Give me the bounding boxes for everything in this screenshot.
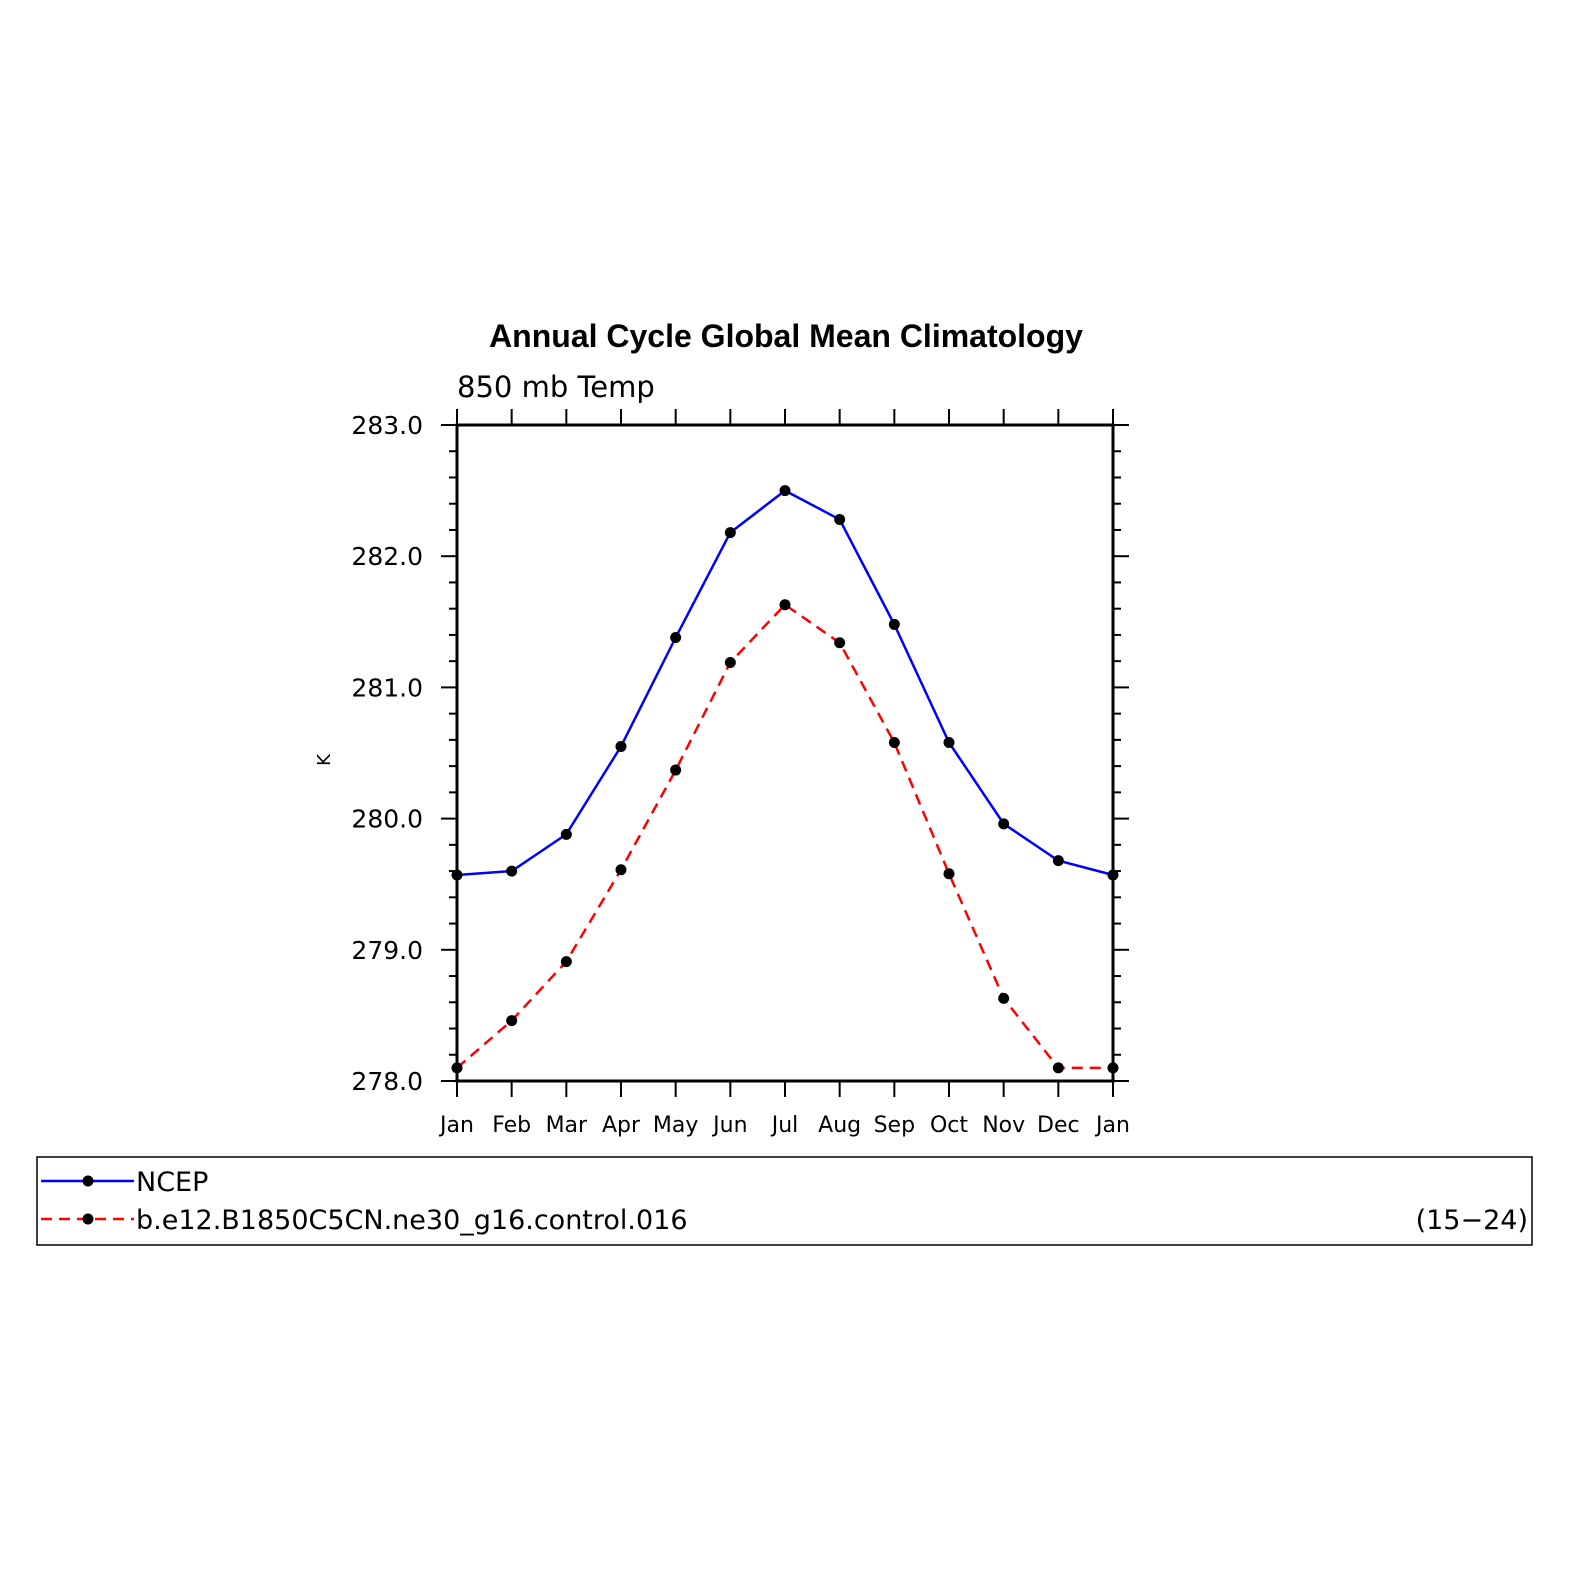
data-point <box>779 599 791 611</box>
plot-frame <box>455 423 1115 1083</box>
x-tick-label: Feb <box>492 1113 531 1138</box>
chart-title: Annual Cycle Global Mean Climatology <box>489 318 1083 354</box>
legend-note: (15−24) <box>1416 1205 1528 1236</box>
x-tick-label: Dec <box>1037 1113 1080 1138</box>
legend-label-2: b.e12.B1850C5CN.ne30_g16.control.016 <box>136 1205 688 1236</box>
y-tick-label: 280.0 <box>351 805 423 834</box>
data-point <box>998 992 1010 1004</box>
data-point <box>560 956 572 968</box>
x-tick-labels: Jan Feb Mar Apr May Jun Jul Aug Sep Oct Nov Dec Jan <box>438 1113 1130 1138</box>
series-line-2 <box>456 603 1113 1070</box>
x-tick-label: Jun <box>711 1113 747 1138</box>
x-tick-label: Aug <box>818 1113 861 1138</box>
y-tick-label: 281.0 <box>351 673 423 702</box>
data-point <box>506 865 518 877</box>
legend: NCEP b.e12.B1850C5CN.ne30_g16.control.016 <box>41 1167 688 1236</box>
data-point <box>943 868 955 880</box>
data-point <box>779 485 791 497</box>
data-point <box>1052 855 1064 867</box>
x-tick-label: May <box>653 1113 698 1138</box>
series-points <box>451 485 1119 1074</box>
data-point <box>615 864 627 876</box>
series-lines <box>456 489 1114 1070</box>
x-tick-label: Jul <box>770 1113 799 1138</box>
chart-subtitle: 850 mb Temp <box>457 370 655 404</box>
data-point <box>834 513 846 525</box>
x-tick-label: Apr <box>602 1113 641 1138</box>
data-point <box>724 527 736 539</box>
series-line-1 <box>456 489 1114 877</box>
x-tick-label: Jan <box>438 1113 474 1138</box>
data-point <box>998 818 1010 830</box>
y-tick-label: 282.0 <box>351 542 423 571</box>
x-tick-label: Nov <box>982 1113 1025 1138</box>
legend-box <box>36 1156 1533 1246</box>
y-tick-label: 283.0 <box>351 411 423 440</box>
axis-ticks <box>441 409 1129 1097</box>
y-axis-label: K <box>314 753 335 766</box>
y-tick-label: 278.0 <box>351 1067 423 1096</box>
legend-marker <box>82 1175 94 1187</box>
data-point <box>888 618 900 630</box>
data-point <box>560 828 572 840</box>
data-point <box>670 632 682 644</box>
data-point <box>834 637 846 649</box>
y-tick-label: 279.0 <box>351 936 423 965</box>
data-point <box>506 1015 518 1027</box>
y-tick-labels: 278.0 279.0 280.0 281.0 282.0 283.0 <box>351 411 423 1096</box>
data-point <box>670 764 682 776</box>
data-point <box>724 656 736 668</box>
data-point <box>943 737 955 749</box>
data-point <box>888 737 900 749</box>
x-tick-label: Mar <box>546 1113 588 1138</box>
data-point <box>1052 1062 1064 1074</box>
legend-marker <box>82 1213 94 1225</box>
data-point <box>615 740 627 752</box>
x-tick-label: Sep <box>874 1113 915 1138</box>
legend-label-1: NCEP <box>136 1167 208 1198</box>
x-tick-label: Jan <box>1094 1113 1130 1138</box>
x-tick-label: Oct <box>930 1113 968 1138</box>
